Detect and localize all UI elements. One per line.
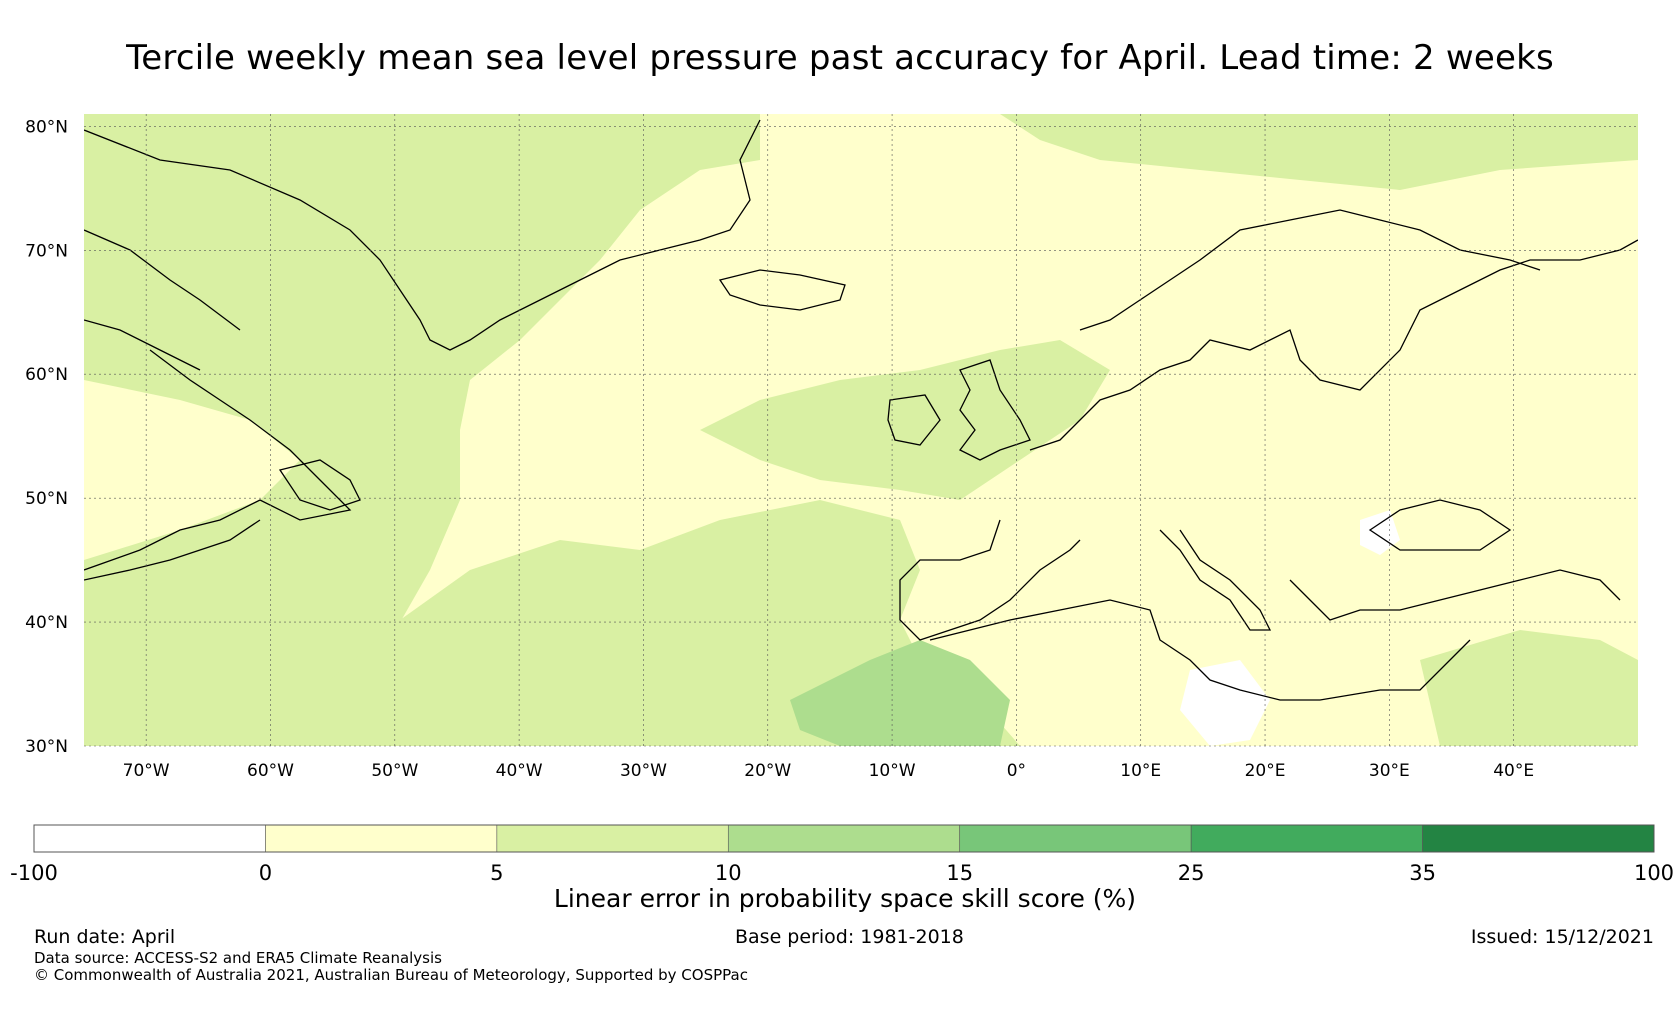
lat-label: 30°N bbox=[25, 737, 68, 757]
lat-label: 80°N bbox=[25, 117, 68, 137]
data-source: Data source: ACCESS-S2 and ERA5 Climate … bbox=[34, 949, 442, 967]
skill-region-africa bbox=[790, 640, 1010, 746]
lon-label: 10°E bbox=[1120, 761, 1161, 780]
colorbar: -100 0 5 10 15 25 35 100 Linear error in probab… bbox=[10, 824, 1674, 913]
run-date: Run date: April bbox=[34, 926, 176, 948]
coastline-iceland bbox=[718, 269, 846, 311]
lat-label: 50°N bbox=[25, 489, 68, 509]
colorbar-segment bbox=[727, 824, 961, 853]
colorbar-segment bbox=[33, 824, 266, 853]
coastline-italy bbox=[1159, 529, 1272, 631]
lon-label: 10°W bbox=[869, 761, 916, 780]
lon-label: 40°E bbox=[1493, 761, 1534, 780]
copyright: © Commonwealth of Australia 2021, Austra… bbox=[34, 966, 748, 984]
map-title: Tercile weekly mean sea level pressure p… bbox=[126, 38, 1554, 78]
colorbar-tick-label: 10 bbox=[715, 861, 742, 885]
lon-label: 0° bbox=[1007, 761, 1026, 780]
lat-label: 60°N bbox=[25, 365, 68, 385]
coastline-labrador bbox=[84, 349, 352, 571]
coastline-north-africa bbox=[929, 599, 1471, 701]
coastline-ireland bbox=[887, 394, 941, 446]
colorbar-tick-label: 100 bbox=[1634, 861, 1674, 885]
colorbar-frame bbox=[33, 824, 1655, 853]
colorbar-segment bbox=[1422, 824, 1655, 853]
latitude-labels: 80°N 70°N 60°N 50°N 40°N 30°N bbox=[25, 117, 68, 757]
colorbar-tick-label: 0 bbox=[259, 861, 272, 885]
colorbar-tick-label: 35 bbox=[1409, 861, 1436, 885]
colorbar-segment bbox=[265, 824, 498, 853]
coastline-britain bbox=[959, 359, 1031, 461]
longitude-labels: 70°W 60°W 50°W 40°W 30°W 20°W 10°W 0° 10°E 20°E 30… bbox=[123, 761, 1534, 780]
issued-date: Issued: 15/12/2021 bbox=[1470, 926, 1654, 948]
lon-label: 40°W bbox=[496, 761, 543, 780]
coastline-scandinavia bbox=[1079, 209, 1541, 331]
skill-region-central bbox=[700, 340, 1110, 500]
colorbar-segment bbox=[1190, 824, 1423, 853]
coastline-us-east bbox=[84, 519, 261, 581]
skill-region-negative-1 bbox=[1180, 660, 1270, 746]
colorbar-segments bbox=[33, 824, 1655, 853]
graticule bbox=[84, 114, 1638, 747]
lat-label: 40°N bbox=[25, 613, 68, 633]
skill-score-map: 80°N 70°N 60°N 50°N 40°N 30°N 70°W 60°W 50°W 40°… bbox=[25, 114, 1638, 780]
skill-region-arctic bbox=[1000, 114, 1638, 190]
lon-label: 60°W bbox=[247, 761, 294, 780]
colorbar-tick-label: 15 bbox=[946, 861, 973, 885]
lon-label: 30°E bbox=[1369, 761, 1410, 780]
skill-score-field bbox=[84, 114, 1638, 746]
colorbar-tick-label: 5 bbox=[490, 861, 503, 885]
coastlines bbox=[84, 119, 1638, 701]
lon-label: 50°W bbox=[371, 761, 418, 780]
lon-label: 30°W bbox=[620, 761, 667, 780]
colorbar-tick-label: -100 bbox=[10, 861, 58, 885]
base-period: Base period: 1981-2018 bbox=[735, 926, 964, 948]
skill-region-east bbox=[1420, 630, 1638, 746]
coastline-greenland bbox=[84, 119, 761, 351]
colorbar-tick-label: 25 bbox=[1178, 861, 1205, 885]
lat-label: 70°N bbox=[25, 241, 68, 261]
coastline-newfoundland bbox=[278, 459, 361, 511]
coastline-greece-turkey bbox=[1289, 569, 1621, 621]
lon-label: 70°W bbox=[123, 761, 170, 780]
coastline-black-sea bbox=[1368, 499, 1512, 551]
skill-region-north-atlantic bbox=[84, 114, 760, 746]
colorbar-segment bbox=[496, 824, 729, 853]
coastline-iberia bbox=[899, 519, 1081, 641]
colorbar-segment bbox=[959, 824, 1192, 853]
coastline-baffin bbox=[84, 229, 241, 371]
lon-label: 20°E bbox=[1245, 761, 1286, 780]
colorbar-tick-labels: -100 0 5 10 15 25 35 100 bbox=[10, 861, 1674, 885]
colorbar-label: Linear error in probability space skill … bbox=[554, 884, 1136, 913]
lon-label: 20°W bbox=[744, 761, 791, 780]
